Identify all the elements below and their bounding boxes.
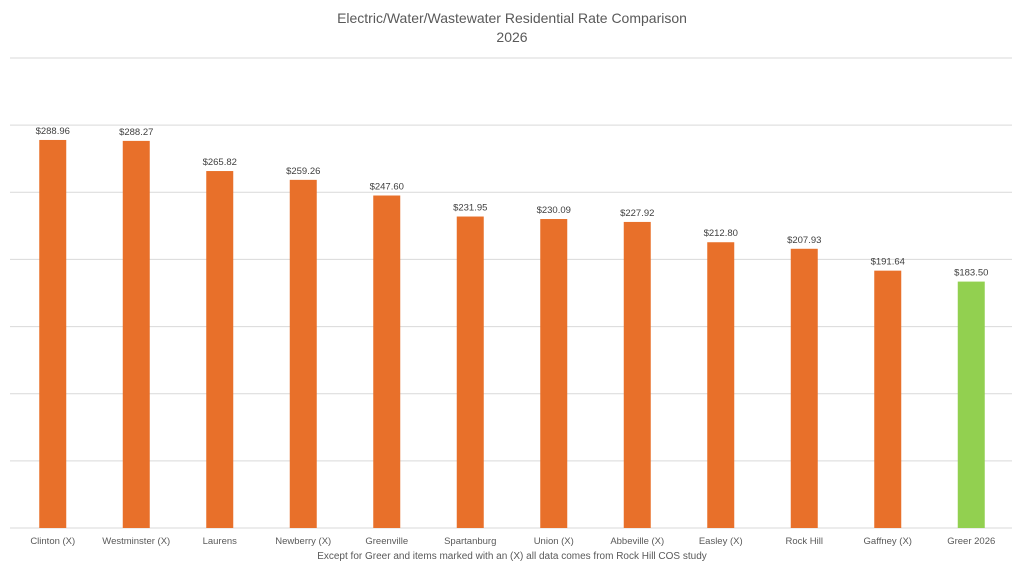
x-axis-label: Except for Greer and items marked with a… (317, 551, 707, 562)
data-label: $227.92 (620, 208, 654, 219)
data-label: $265.82 (203, 157, 237, 168)
data-label: $183.50 (954, 268, 988, 279)
data-label: $212.80 (704, 228, 738, 239)
data-label: $207.93 (787, 235, 821, 246)
x-tick-label: Newberry (X) (275, 536, 331, 547)
bar (540, 219, 568, 528)
x-tick-label: Rock Hill (786, 536, 823, 547)
x-tick-label: Laurens (203, 536, 238, 547)
bar (707, 242, 735, 529)
x-tick-label: Greenville (365, 536, 408, 547)
x-tick-label: Greer 2026 (947, 536, 995, 547)
x-tick-label: Westminster (X) (102, 536, 170, 547)
x-tick-label: Union (X) (534, 536, 574, 547)
x-tick-label: Abbeville (X) (610, 536, 664, 547)
bar (39, 139, 67, 528)
bar (289, 179, 317, 528)
bar (957, 281, 985, 528)
bar (122, 140, 150, 528)
chart-title: Electric/Water/Wastewater Residential Ra… (0, 9, 1024, 47)
x-tick-label: Clinton (X) (30, 536, 75, 547)
data-label: $288.27 (119, 127, 153, 138)
data-label: $230.09 (537, 205, 571, 216)
bar (373, 195, 401, 528)
x-tick-label: Spartanburg (444, 536, 496, 547)
bar (456, 216, 484, 528)
bar (623, 221, 651, 528)
bar (790, 248, 818, 528)
bar (874, 270, 902, 528)
x-tick-label: Easley (X) (699, 536, 743, 547)
data-label: $259.26 (286, 166, 320, 177)
data-label: $247.60 (370, 182, 404, 193)
chart-title-main: Electric/Water/Wastewater Residential Ra… (337, 10, 687, 26)
data-label: $288.96 (36, 126, 70, 137)
data-label: $191.64 (871, 257, 905, 268)
chart-subtitle: 2026 (496, 29, 528, 45)
data-label: $231.95 (453, 203, 487, 214)
bar (206, 171, 234, 528)
x-tick-label: Gaffney (X) (864, 536, 912, 547)
